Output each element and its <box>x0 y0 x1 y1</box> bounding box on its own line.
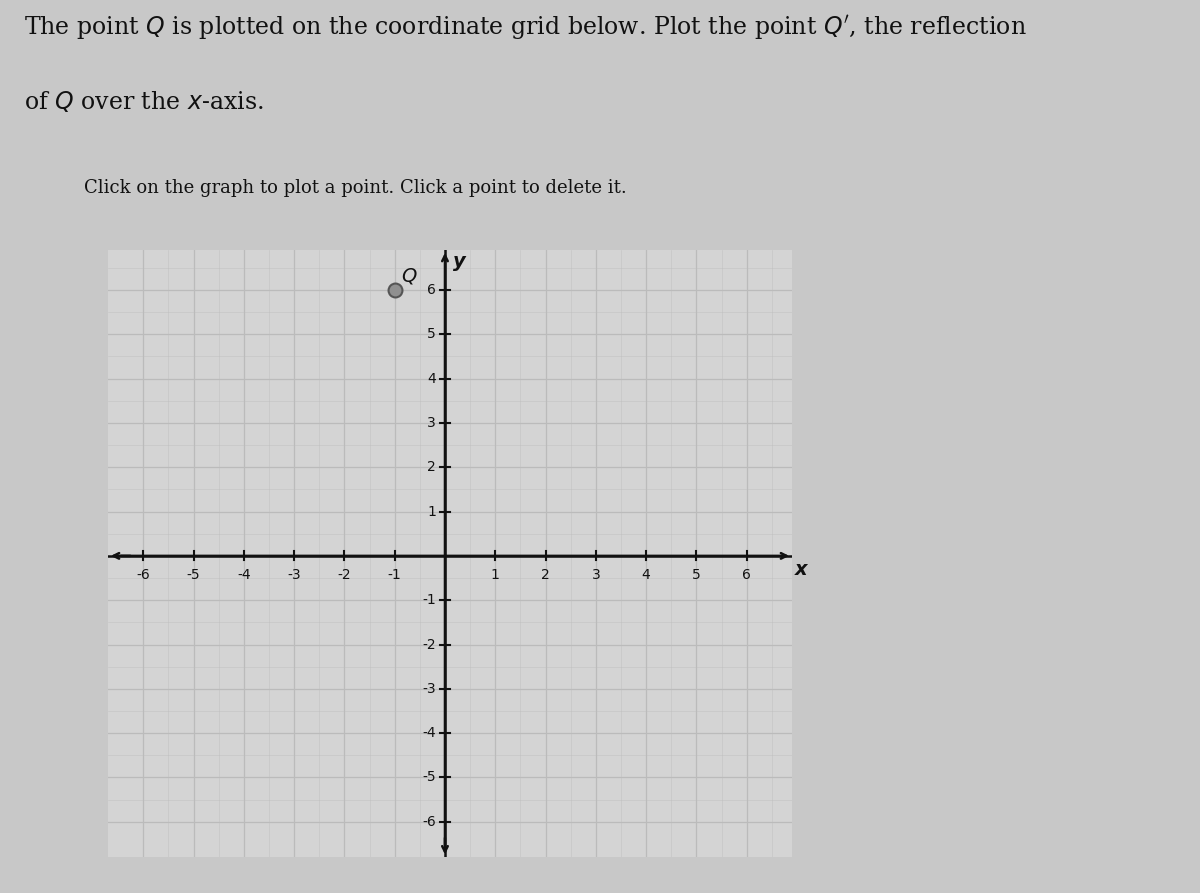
Text: $Q$: $Q$ <box>401 266 418 287</box>
Text: x: x <box>794 560 808 579</box>
Text: -6: -6 <box>422 814 436 829</box>
Text: -4: -4 <box>422 726 436 740</box>
Text: 1: 1 <box>491 568 499 582</box>
Text: 4: 4 <box>642 568 650 582</box>
Text: -5: -5 <box>422 771 436 784</box>
Text: y: y <box>452 252 466 271</box>
Text: 4: 4 <box>427 371 436 386</box>
Text: The point $Q$ is plotted on the coordinate grid below. Plot the point $Q'$, the : The point $Q$ is plotted on the coordina… <box>24 13 1027 42</box>
Text: 1: 1 <box>427 505 436 519</box>
Text: 6: 6 <box>427 283 436 297</box>
Text: of $Q$ over the $x$-axis.: of $Q$ over the $x$-axis. <box>24 89 264 114</box>
Text: Click on the graph to plot a point. Click a point to delete it.: Click on the graph to plot a point. Clic… <box>84 179 626 196</box>
Text: -3: -3 <box>422 682 436 696</box>
Text: -5: -5 <box>187 568 200 582</box>
Text: 2: 2 <box>427 460 436 474</box>
Text: -3: -3 <box>287 568 301 582</box>
Text: 2: 2 <box>541 568 550 582</box>
Text: -2: -2 <box>337 568 352 582</box>
Text: -1: -1 <box>422 593 436 607</box>
Text: 3: 3 <box>427 416 436 430</box>
Text: 6: 6 <box>743 568 751 582</box>
Text: -6: -6 <box>137 568 150 582</box>
Text: -4: -4 <box>236 568 251 582</box>
Text: 5: 5 <box>692 568 701 582</box>
Text: 3: 3 <box>592 568 600 582</box>
Text: 5: 5 <box>427 327 436 341</box>
Text: -1: -1 <box>388 568 402 582</box>
Text: -2: -2 <box>422 638 436 652</box>
Point <box>385 283 404 297</box>
